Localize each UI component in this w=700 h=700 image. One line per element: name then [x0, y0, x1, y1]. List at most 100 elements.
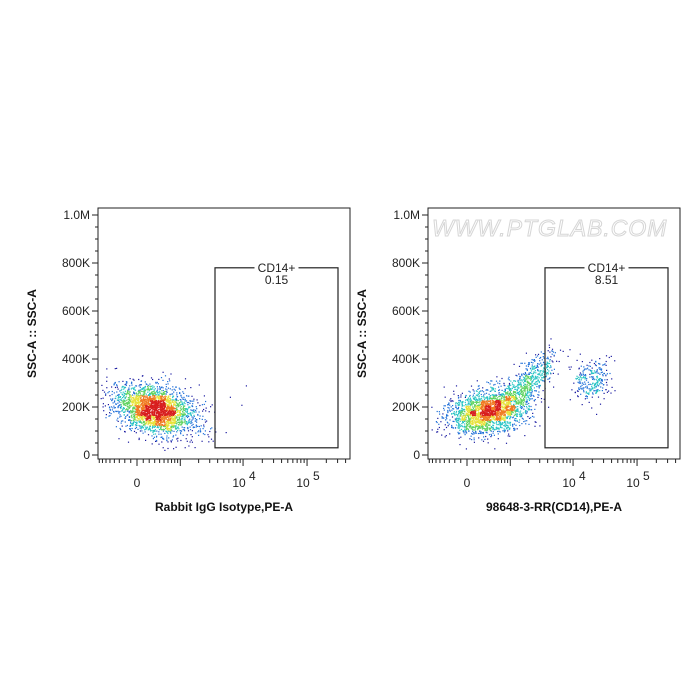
event-dot: [447, 409, 449, 412]
event-dot: [177, 406, 179, 408]
event-dot: [145, 423, 147, 425]
event-dot: [500, 405, 502, 407]
event-dot: [506, 406, 508, 408]
event-dot: [594, 371, 596, 374]
event-dot: [547, 373, 549, 375]
event-dot: [471, 421, 473, 423]
event-dot: [132, 399, 134, 401]
event-dot: [470, 402, 473, 404]
event-dot: [445, 426, 448, 429]
event-dot: [180, 408, 183, 410]
event-dot: [447, 411, 449, 413]
event-dot: [517, 387, 519, 389]
event-dot: [599, 373, 601, 375]
event-dot: [597, 396, 600, 398]
event-dot: [547, 378, 549, 380]
event-dot: [115, 410, 117, 412]
event-dot: [506, 422, 508, 424]
event-dot: [126, 391, 129, 393]
event-dot: [165, 416, 167, 418]
event-dot: [507, 404, 509, 406]
event-dot: [135, 398, 137, 400]
event-dot: [160, 406, 162, 408]
event-dot: [606, 391, 608, 393]
event-dot: [503, 421, 506, 423]
event-dot: [123, 392, 125, 394]
event-dot: [116, 384, 118, 386]
event-dot: [463, 405, 465, 407]
event-dot: [520, 397, 522, 399]
event-dot: [127, 414, 129, 416]
event-dot: [150, 392, 152, 394]
event-dot: [128, 416, 130, 418]
event-dot: [488, 434, 491, 436]
event-dot: [111, 390, 113, 393]
event-dot: [456, 421, 458, 423]
event-dot: [129, 395, 131, 397]
event-dot: [175, 427, 177, 429]
event-dot: [186, 400, 188, 402]
event-dot: [458, 419, 460, 421]
event-dot: [161, 417, 163, 419]
event-dot: [531, 409, 533, 411]
event-dot: [464, 426, 466, 428]
event-dot: [157, 393, 159, 395]
event-dot: [594, 387, 596, 389]
event-dot: [118, 394, 120, 396]
event-dot: [536, 386, 538, 388]
event-dot: [148, 394, 151, 396]
event-dot: [180, 439, 182, 442]
event-dot: [119, 399, 121, 401]
event-dot: [139, 412, 141, 414]
event-dot: [199, 430, 202, 432]
event-dot: [108, 407, 111, 409]
event-dot: [143, 407, 146, 409]
event-dot: [470, 401, 472, 403]
event-dot: [135, 414, 137, 416]
event-dot: [439, 413, 441, 415]
event-dot: [509, 415, 511, 417]
event-dot: [449, 419, 451, 421]
event-dot: [519, 401, 521, 403]
event-dot: [478, 414, 480, 416]
event-dot: [145, 402, 147, 404]
event-dot: [167, 396, 170, 399]
event-dot: [153, 399, 155, 401]
event-dot: [508, 403, 510, 405]
event-dot: [164, 395, 166, 397]
event-dot: [580, 365, 582, 367]
event-dot: [526, 369, 528, 371]
event-dot: [524, 420, 526, 422]
event-dot: [157, 420, 159, 422]
event-dot: [600, 381, 602, 383]
event-dot: [167, 430, 169, 432]
event-dot: [586, 377, 588, 380]
event-dot: [155, 381, 157, 383]
event-dot: [191, 416, 193, 418]
event-dot: [190, 439, 192, 441]
event-dot: [124, 387, 126, 389]
event-dot: [523, 405, 525, 408]
event-dot: [486, 425, 488, 427]
event-dot: [543, 353, 545, 355]
event-dot: [596, 381, 598, 383]
event-dot: [159, 421, 162, 423]
event-dot: [511, 394, 514, 396]
event-dot: [144, 386, 146, 388]
event-dot: [534, 421, 536, 423]
event-dot: [129, 378, 131, 380]
event-dot: [582, 377, 584, 379]
event-dot: [135, 411, 137, 413]
event-dot: [145, 421, 147, 423]
event-dot: [490, 397, 493, 399]
event-dot: [521, 388, 523, 390]
event-dot: [483, 422, 485, 424]
event-dot: [186, 415, 188, 417]
event-dot: [593, 379, 595, 381]
event-dot: [495, 380, 498, 382]
event-dot: [606, 379, 608, 381]
event-dot: [529, 388, 532, 390]
event-dot: [537, 369, 539, 371]
event-dot: [167, 414, 169, 416]
event-dot: [138, 385, 140, 387]
